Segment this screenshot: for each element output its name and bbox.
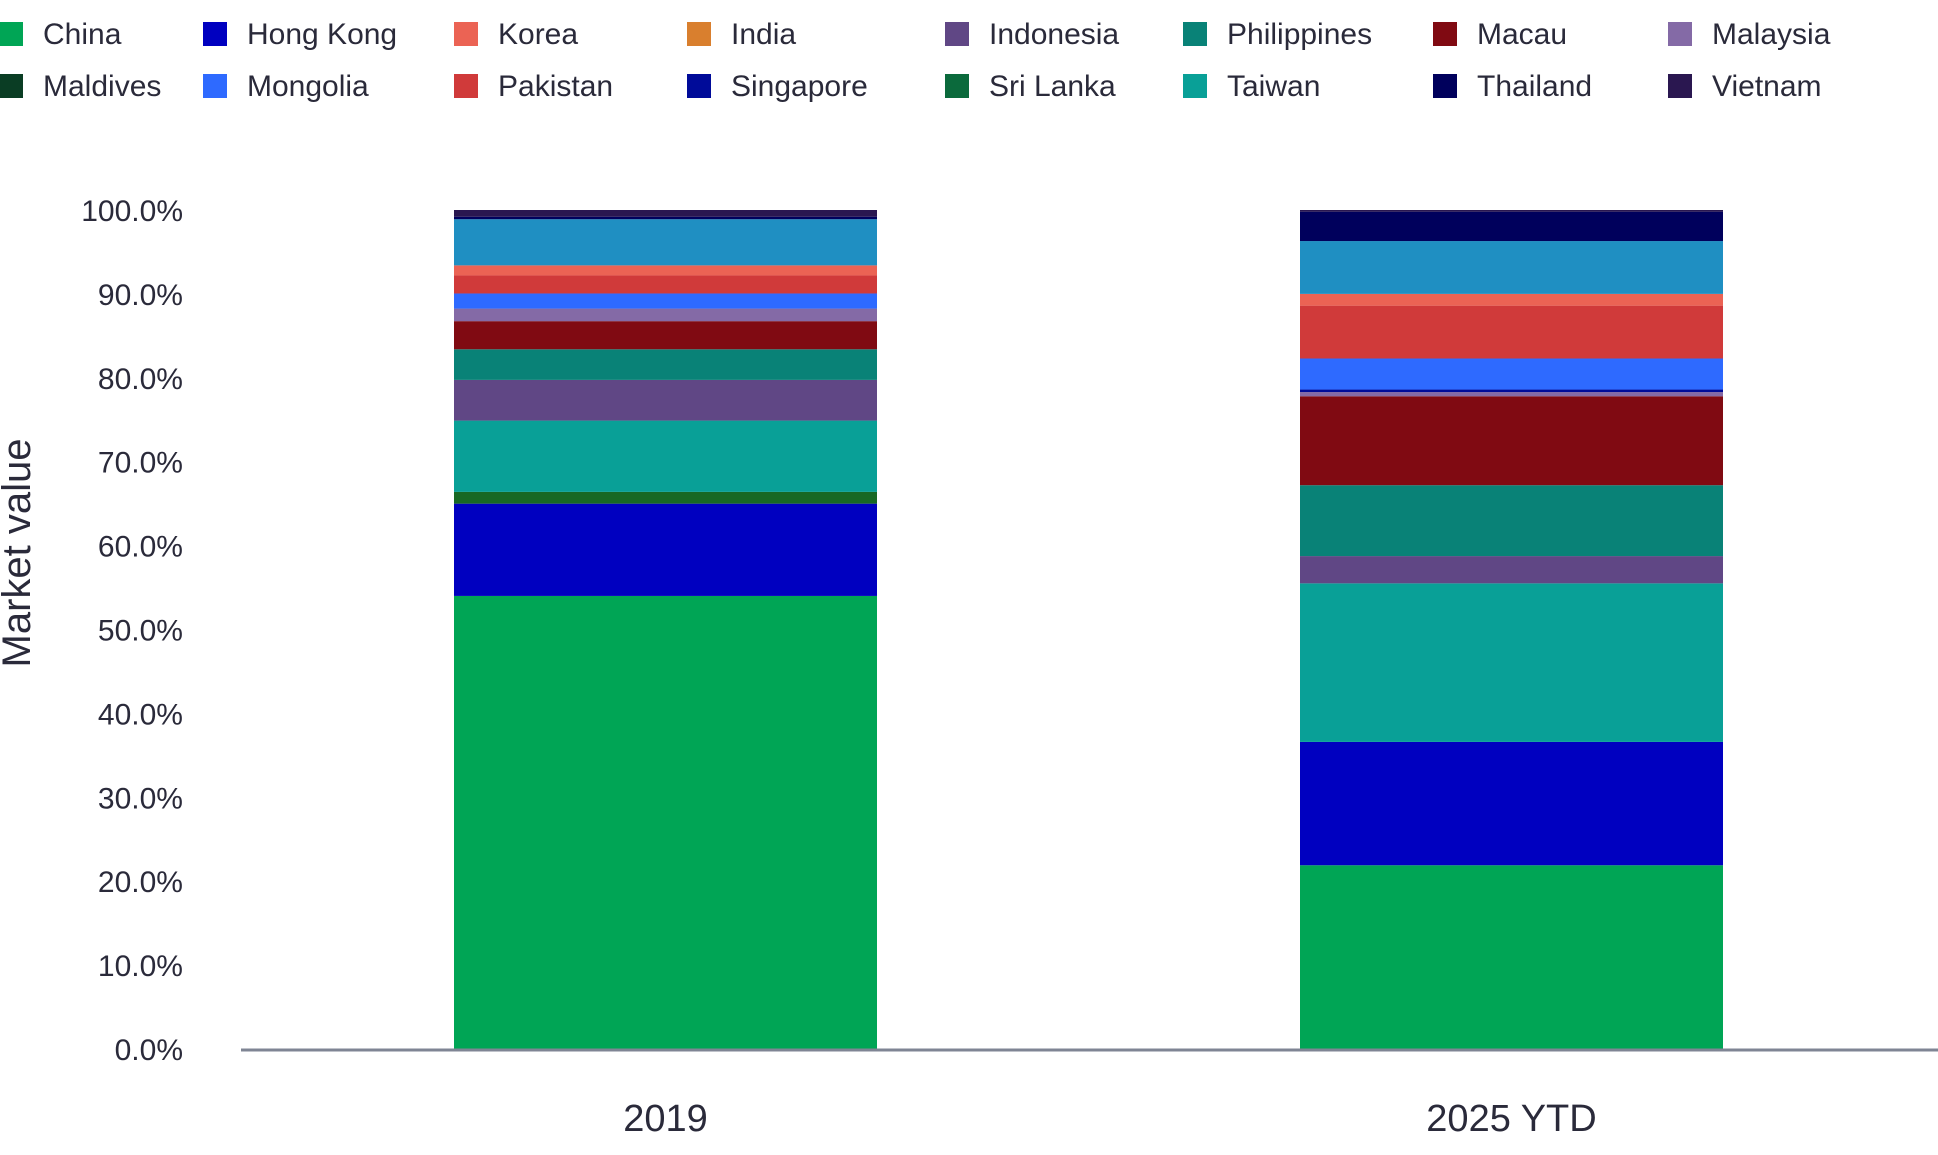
bar-segment-malaysia — [1300, 392, 1723, 397]
y-tick-label: 100.0% — [81, 195, 183, 228]
bar-segment-indonesia — [454, 379, 877, 421]
legend-swatch — [1433, 74, 1457, 98]
legend-label: Mongolia — [247, 70, 369, 103]
bar-segment-philippines — [1300, 485, 1723, 557]
legend-swatch — [203, 74, 227, 98]
legend-label: Indonesia — [989, 18, 1119, 51]
bar-segment-taiwan — [454, 420, 877, 492]
y-axis-label: Market value — [0, 439, 39, 668]
legend-label: Macau — [1477, 18, 1567, 51]
bar-stack — [1300, 210, 1723, 1049]
bar-stack — [454, 210, 877, 1049]
bar-segment-malaysia — [454, 308, 877, 322]
bar-segment-vietnam — [1300, 210, 1723, 212]
legend-item: Mongolia — [203, 70, 369, 103]
legend-item: Vietnam — [1668, 70, 1822, 103]
legend-swatch — [945, 74, 969, 98]
bar-segment-korea — [454, 265, 877, 276]
legend-swatch — [0, 22, 23, 46]
y-tick-label: 40.0% — [98, 698, 183, 731]
legend-swatch — [687, 74, 711, 98]
y-tick-label: 10.0% — [98, 950, 183, 983]
legend-item: Singapore — [687, 70, 868, 103]
x-tick-label: 2025 YTD — [1426, 1098, 1596, 1140]
legend-item: India — [687, 18, 796, 51]
bar-segment — [1300, 241, 1723, 294]
y-tick-label: 90.0% — [98, 279, 183, 312]
bar-segment-china — [1300, 865, 1723, 1049]
bar-segment-sri-lanka — [454, 491, 877, 504]
bar-segment-pakistan — [1300, 305, 1723, 359]
legend-swatch — [945, 22, 969, 46]
bar-segment-hong-kong — [1300, 741, 1723, 866]
legend-label: Sri Lanka — [989, 70, 1116, 103]
legend-label: Singapore — [731, 70, 868, 103]
bar-segment-macau — [454, 321, 877, 350]
legend-item: Taiwan — [1183, 70, 1320, 103]
legend-item: Sri Lanka — [945, 70, 1116, 103]
y-tick-label: 50.0% — [98, 615, 183, 648]
bar-segment-singapore — [1300, 389, 1723, 393]
y-tick-label: 30.0% — [98, 782, 183, 815]
legend-label: Vietnam — [1712, 70, 1822, 103]
bar-segment-korea — [1300, 293, 1723, 306]
legend-label: Philippines — [1227, 18, 1372, 51]
legend-item: China — [0, 18, 122, 51]
y-tick-label: 80.0% — [98, 363, 183, 396]
legend-label: Malaysia — [1712, 18, 1831, 51]
legend-item: Maldives — [0, 70, 161, 103]
legend-label: Hong Kong — [247, 18, 397, 51]
legend-label: Taiwan — [1227, 70, 1320, 103]
legend-label: Thailand — [1477, 70, 1592, 103]
legend-item: Korea — [454, 18, 578, 51]
y-tick-label: 20.0% — [98, 866, 183, 899]
bar-segment-mongolia — [1300, 358, 1723, 390]
bar-segment-vietnam — [454, 210, 877, 217]
legend-swatch — [1183, 22, 1207, 46]
legend-swatch — [1433, 22, 1457, 46]
legend-label: Maldives — [43, 70, 161, 103]
legend-swatch — [1668, 74, 1692, 98]
bar-segment-mongolia — [454, 293, 877, 309]
legend-item: Philippines — [1183, 18, 1372, 51]
legend-item: Pakistan — [454, 70, 613, 103]
y-tick-label: 60.0% — [98, 531, 183, 564]
bar-segment-taiwan — [1300, 583, 1723, 742]
bar-segment-philippines — [454, 349, 877, 380]
legend-label: Korea — [498, 18, 578, 51]
bar-segment-hong-kong — [454, 503, 877, 596]
legend-item: Hong Kong — [203, 18, 397, 51]
legend-label: China — [43, 18, 122, 51]
bar-segment — [454, 219, 877, 266]
legend-swatch — [1183, 74, 1207, 98]
legend-swatch — [203, 22, 227, 46]
legend-label: Pakistan — [498, 70, 613, 103]
y-tick-label: 70.0% — [98, 447, 183, 480]
legend-item: Malaysia — [1668, 18, 1831, 51]
legend-label: India — [731, 18, 796, 51]
legend-swatch — [1668, 22, 1692, 46]
y-tick-label: 0.0% — [115, 1034, 183, 1067]
bar-segment-macau — [1300, 396, 1723, 486]
legend-swatch — [687, 22, 711, 46]
x-axis: 2019 2025 YTD — [623, 1098, 1596, 1140]
legend-item: Thailand — [1433, 70, 1592, 103]
legend-swatch — [454, 22, 478, 46]
y-axis: 0.0% 10.0% 20.0% 30.0% 40.0% 50.0% 60.0% 70.0% 8… — [81, 195, 183, 1067]
legend-item: Indonesia — [945, 18, 1119, 51]
bar-segment-china — [454, 595, 877, 1049]
bar-segment-thailand — [454, 216, 877, 220]
legend: China Hong Kong Korea India Indonesia Philipp… — [0, 18, 1831, 103]
legend-item: Macau — [1433, 18, 1567, 51]
bar-segment-indonesia — [1300, 556, 1723, 584]
legend-swatch — [0, 74, 23, 98]
bars — [454, 210, 1723, 1049]
bar-segment-thailand — [1300, 211, 1723, 242]
bar-segment-pakistan — [454, 275, 877, 294]
legend-swatch — [454, 74, 478, 98]
x-tick-label: 2019 — [623, 1098, 708, 1140]
